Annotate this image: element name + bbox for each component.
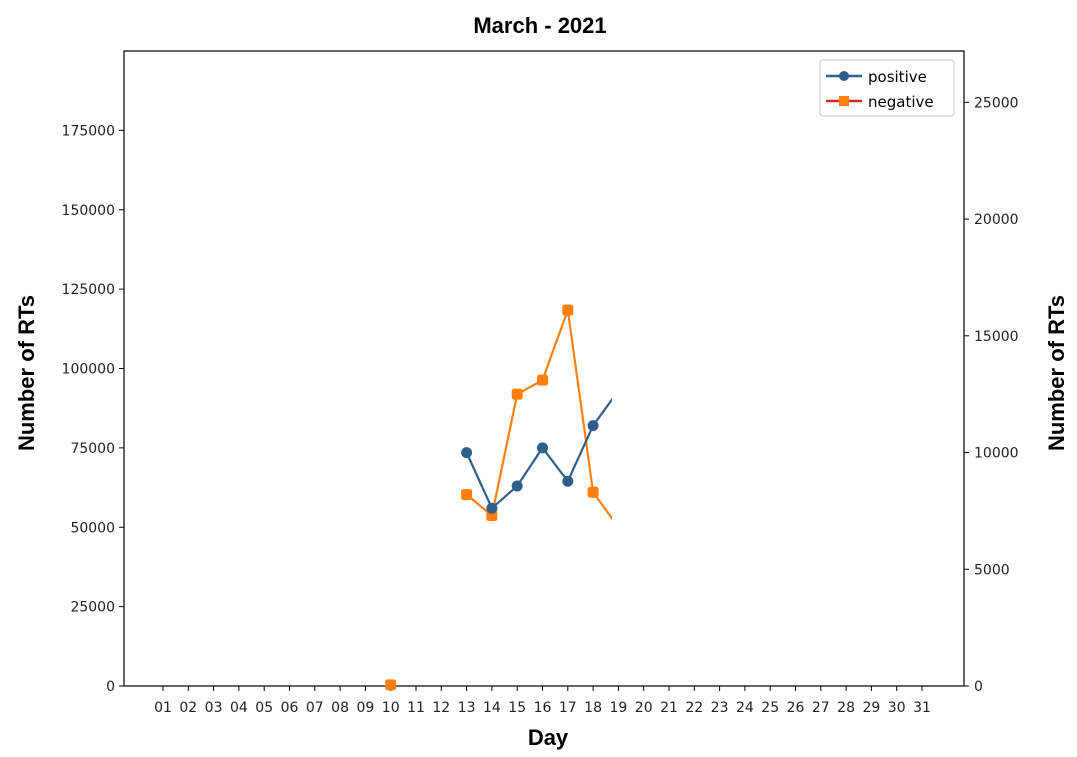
series-layer xyxy=(385,304,612,691)
legend: positive negative xyxy=(819,59,955,117)
y-left-tick-label: 50000 xyxy=(70,520,115,536)
y-left-tick-label: 0 xyxy=(106,679,115,695)
data-point-negative xyxy=(537,374,548,386)
x-tick-label: 02 xyxy=(179,700,197,716)
chart-title: March - 2021 xyxy=(473,13,606,38)
x-axis-label: Day xyxy=(528,725,569,750)
series-segment-positive xyxy=(592,397,612,427)
legend-label-positive: positive xyxy=(868,68,927,86)
y-axis-left: 0 25000 50000 75000 100000 125000 150000 175000 xyxy=(62,123,124,695)
y-right-tick-label: 0 xyxy=(974,679,983,695)
x-tick-label: 19 xyxy=(609,700,627,716)
x-tick-label: 11 xyxy=(407,700,425,716)
series-segment-negative xyxy=(541,309,569,381)
series-segment-positive xyxy=(465,452,493,509)
series-segment-positive xyxy=(566,425,595,482)
y-right-tick-label: 20000 xyxy=(974,212,1019,228)
y-left-tick-label: 175000 xyxy=(62,123,115,139)
x-tick-label: 16 xyxy=(534,700,552,716)
x-tick-label: 23 xyxy=(711,700,729,716)
x-tick-label: 05 xyxy=(255,700,273,716)
data-point-negative xyxy=(587,486,599,498)
x-tick-label: 25 xyxy=(761,700,779,716)
y-left-tick-label: 125000 xyxy=(62,282,115,298)
x-tick-label: 13 xyxy=(458,700,476,716)
x-tick-label: 26 xyxy=(787,700,805,716)
x-tick-label: 21 xyxy=(660,700,678,716)
legend-label-negative: negative xyxy=(868,93,934,111)
series-segment-positive xyxy=(541,447,569,482)
data-point-negative xyxy=(461,489,473,501)
y-right-tick-label: 25000 xyxy=(974,95,1019,111)
data-point-positive xyxy=(587,420,599,432)
data-point-positive xyxy=(461,447,473,459)
x-tick-label: 01 xyxy=(154,700,172,716)
x-tick-label: 04 xyxy=(230,700,248,716)
x-tick-label: 31 xyxy=(913,700,931,716)
y-left-tick-label: 150000 xyxy=(62,203,115,219)
x-tick-label: 08 xyxy=(331,700,349,716)
data-point-negative xyxy=(511,388,523,400)
x-tick-label: 20 xyxy=(635,700,653,716)
data-point-negative xyxy=(385,679,397,691)
y-axis-label-right: Number of RTs xyxy=(1044,295,1069,451)
data-point-negative xyxy=(562,304,574,316)
x-axis: 01 02 03 04 05 06 07 08 09 10 11 12 13 14 15 16 17 18 19 20… xyxy=(154,686,931,716)
y-right-tick-label: 10000 xyxy=(974,446,1019,462)
x-tick-label: 12 xyxy=(432,700,450,716)
x-tick-label: 22 xyxy=(685,700,703,716)
x-tick-label: 15 xyxy=(508,700,526,716)
data-point-positive xyxy=(511,480,523,492)
x-tick-label: 27 xyxy=(812,700,830,716)
x-tick-label: 09 xyxy=(356,700,374,716)
x-tick-label: 24 xyxy=(736,700,754,716)
data-point-positive xyxy=(486,502,498,514)
x-tick-label: 28 xyxy=(837,700,855,716)
series-positive xyxy=(461,397,612,514)
series-segment-positive xyxy=(491,485,518,510)
legend-marker-positive xyxy=(839,71,849,81)
data-point-positive xyxy=(562,475,574,487)
series-segment-negative xyxy=(490,393,519,516)
y-right-tick-label: 15000 xyxy=(974,329,1019,345)
x-tick-label: 29 xyxy=(862,700,880,716)
y-left-tick-label: 25000 xyxy=(70,600,115,616)
x-tick-label: 10 xyxy=(382,700,400,716)
x-tick-label: 17 xyxy=(559,700,577,716)
x-tick-label: 14 xyxy=(483,700,501,716)
x-tick-label: 06 xyxy=(281,700,299,716)
legend-marker-negative xyxy=(839,96,849,106)
plot-area xyxy=(123,50,965,687)
y-right-tick-label: 5000 xyxy=(974,562,1010,578)
y-left-tick-label: 75000 xyxy=(70,441,115,457)
series-negative xyxy=(385,304,612,691)
x-tick-label: 03 xyxy=(205,700,223,716)
y-axis-right: 0 5000 10000 15000 20000 25000 xyxy=(964,95,1019,695)
x-tick-label: 30 xyxy=(888,700,906,716)
y-axis-label-left: Number of RTs xyxy=(14,295,39,451)
series-segment-positive xyxy=(516,447,544,487)
series-segment-negative xyxy=(592,491,612,521)
x-tick-label: 18 xyxy=(584,700,602,716)
series-segment-negative xyxy=(566,309,595,493)
data-point-positive xyxy=(537,442,548,454)
y-left-tick-label: 100000 xyxy=(62,362,115,378)
x-tick-label: 07 xyxy=(306,700,324,716)
